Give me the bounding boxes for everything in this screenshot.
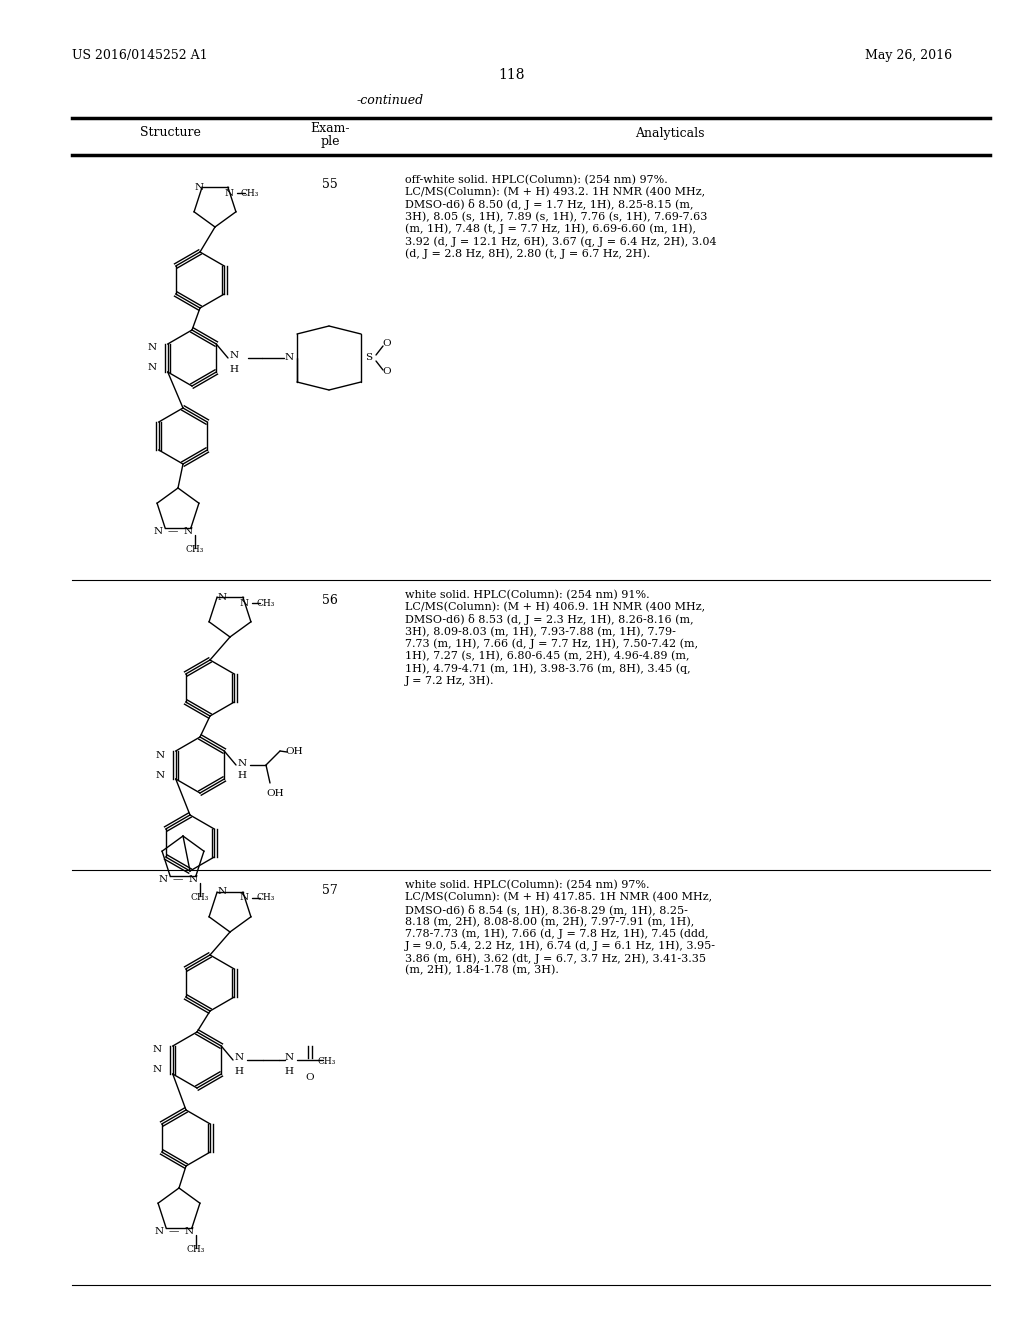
- Text: N: N: [285, 354, 294, 363]
- Text: OH: OH: [286, 747, 303, 755]
- Text: N: N: [240, 894, 249, 903]
- Text: N: N: [147, 343, 157, 352]
- Text: —: —: [169, 1228, 179, 1237]
- Text: H: H: [285, 1067, 294, 1076]
- Text: S: S: [366, 354, 373, 363]
- Text: N: N: [188, 875, 198, 884]
- Text: N: N: [184, 1228, 194, 1237]
- Text: N: N: [217, 887, 226, 896]
- Text: CH₃: CH₃: [257, 598, 275, 607]
- Text: N: N: [154, 528, 163, 536]
- Text: CH₃: CH₃: [190, 894, 209, 903]
- Text: N: N: [240, 598, 249, 607]
- Text: N: N: [229, 351, 239, 360]
- Text: Exam-: Exam-: [310, 121, 350, 135]
- Text: CH₃: CH₃: [257, 894, 275, 903]
- Text: 57: 57: [323, 883, 338, 896]
- Text: ple: ple: [321, 136, 340, 149]
- Text: Analyticals: Analyticals: [635, 127, 705, 140]
- Text: 118: 118: [499, 69, 525, 82]
- Text: N: N: [183, 528, 193, 536]
- Text: N: N: [285, 1053, 294, 1063]
- Text: CH₃: CH₃: [185, 545, 204, 554]
- Text: N: N: [156, 751, 165, 759]
- Text: N: N: [147, 363, 157, 372]
- Text: Structure: Structure: [139, 127, 201, 140]
- Text: H: H: [229, 364, 239, 374]
- Text: May 26, 2016: May 26, 2016: [865, 49, 952, 62]
- Text: off-white solid. HPLC(Column): (254 nm) 97%.
LC/MS(Column): (M + H) 493.2. 1H NM: off-white solid. HPLC(Column): (254 nm) …: [406, 176, 717, 259]
- Text: H: H: [234, 1067, 244, 1076]
- Text: N: N: [153, 1045, 162, 1055]
- Text: N: N: [155, 1228, 164, 1237]
- Text: N: N: [238, 759, 247, 767]
- Text: O: O: [383, 367, 391, 376]
- Text: N: N: [153, 1065, 162, 1074]
- Text: N: N: [224, 189, 233, 198]
- Text: CH₃: CH₃: [186, 1246, 205, 1254]
- Text: US 2016/0145252 A1: US 2016/0145252 A1: [72, 49, 208, 62]
- Text: O: O: [306, 1073, 314, 1082]
- Text: N: N: [159, 875, 168, 884]
- Text: N: N: [195, 182, 204, 191]
- Text: OH: OH: [266, 788, 284, 797]
- Text: —: —: [173, 875, 183, 884]
- Text: H: H: [238, 771, 247, 780]
- Text: 56: 56: [323, 594, 338, 606]
- Text: 55: 55: [323, 178, 338, 191]
- Text: N: N: [217, 593, 226, 602]
- Text: N: N: [234, 1053, 244, 1063]
- Text: O: O: [383, 339, 391, 348]
- Text: N: N: [156, 771, 165, 780]
- Text: —: —: [168, 528, 178, 536]
- Text: white solid. HPLC(Column): (254 nm) 97%.
LC/MS(Column): (M + H) 417.85. 1H NMR (: white solid. HPLC(Column): (254 nm) 97%.…: [406, 880, 716, 975]
- Text: white solid. HPLC(Column): (254 nm) 91%.
LC/MS(Column): (M + H) 406.9. 1H NMR (4: white solid. HPLC(Column): (254 nm) 91%.…: [406, 590, 706, 686]
- Text: CH₃: CH₃: [241, 189, 259, 198]
- Text: -continued: -continued: [356, 94, 424, 107]
- Text: CH₃: CH₃: [317, 1057, 336, 1067]
